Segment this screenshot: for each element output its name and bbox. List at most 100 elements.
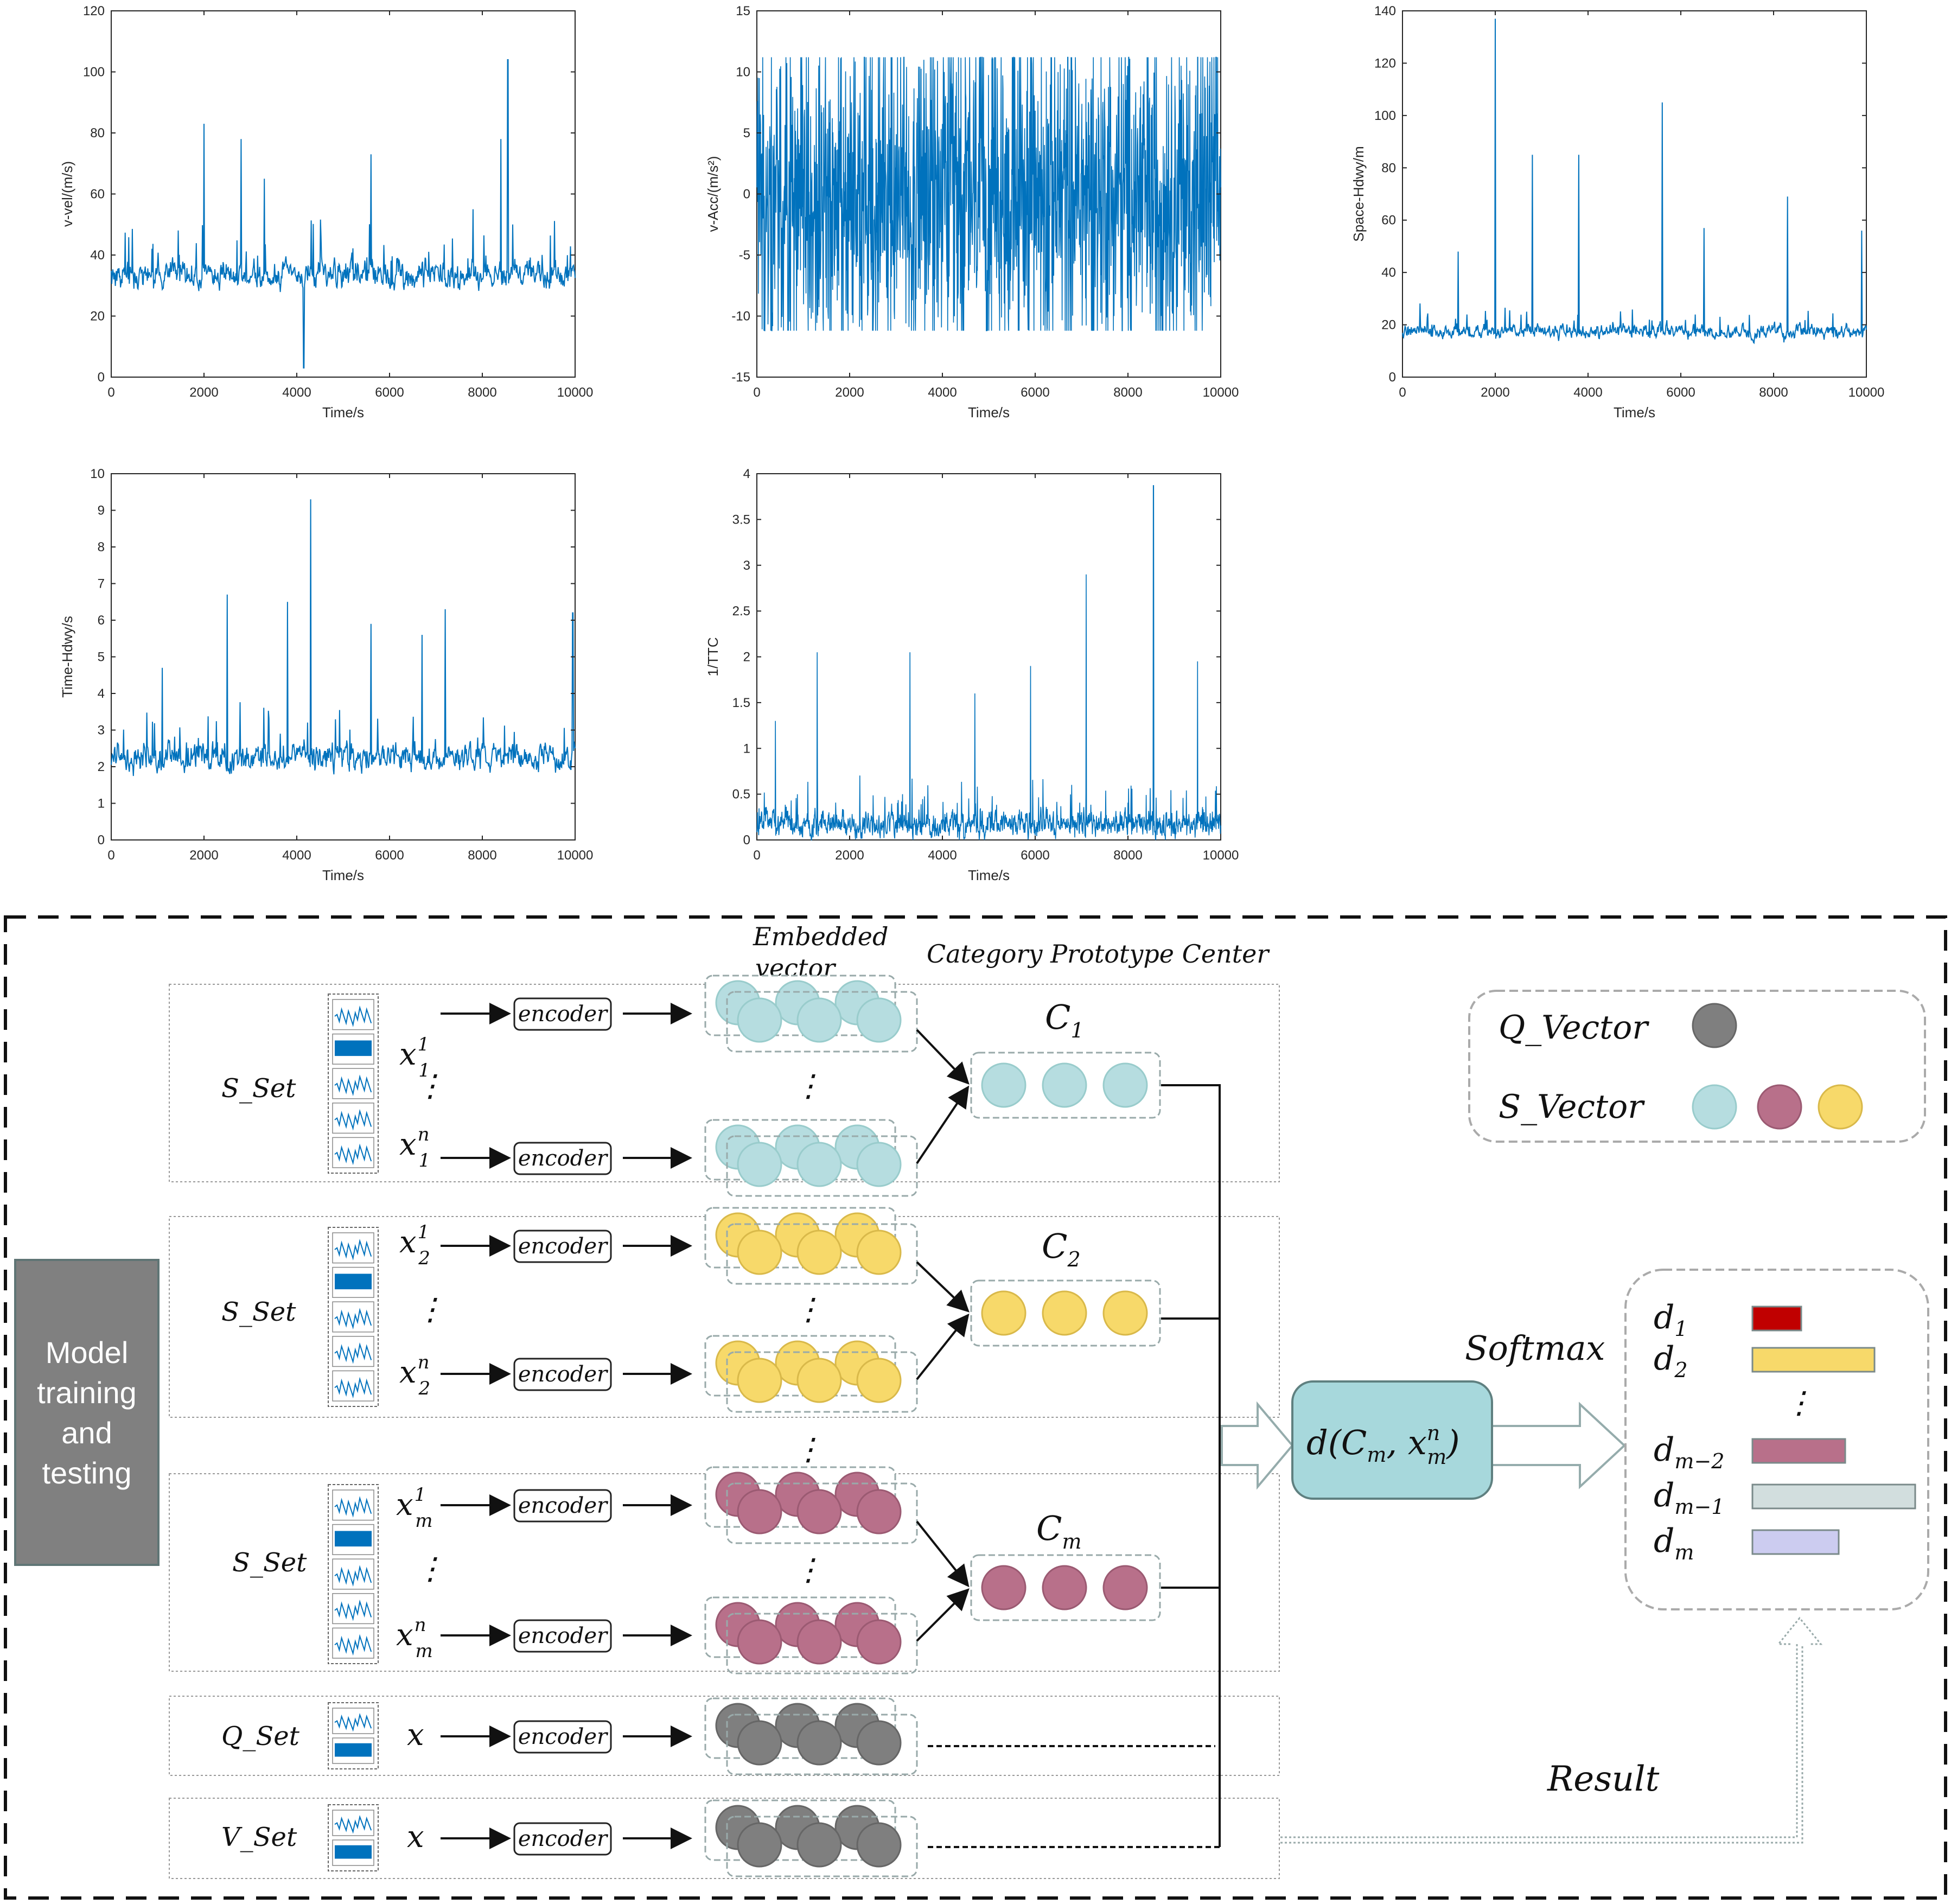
encoder-box <box>513 997 612 1031</box>
encoder-box <box>513 1230 612 1263</box>
y-tick-label: 2 <box>98 760 105 774</box>
x-tick-label: 8000 <box>468 385 496 400</box>
output-label: d1 <box>1654 1298 1688 1341</box>
embedding-dot-front <box>856 1142 902 1187</box>
encoder-label: encoder <box>518 1362 609 1387</box>
legend-s-vector-yellow-swatch <box>1818 1084 1863 1130</box>
data-series-line <box>756 485 1221 840</box>
embedding-dot-front <box>796 1358 842 1403</box>
x-tick-label: 0 <box>753 848 760 863</box>
y-tick-label: 9 <box>98 504 105 518</box>
output-label: dm−2 <box>1654 1431 1724 1473</box>
output-distance-row: dm <box>1654 1522 1840 1564</box>
encoder-box <box>513 1822 612 1856</box>
encoder-label: encoder <box>518 1623 609 1648</box>
y-tick-label: 8 <box>98 540 105 555</box>
x-tick-label: 10000 <box>1203 385 1239 400</box>
embedding-dot-front <box>737 1358 782 1403</box>
embedding-dot-front <box>796 1489 842 1534</box>
center-dot <box>1102 1062 1148 1108</box>
y-tick-label: 5 <box>743 126 750 141</box>
center-dot <box>1042 1565 1087 1610</box>
embedding-dot-front <box>856 1358 902 1403</box>
hollow-arrow-to-softmax <box>1491 1402 1626 1489</box>
embedding-dot-front <box>796 1822 842 1868</box>
embedding-dot-front <box>737 997 782 1043</box>
s-set-panel-3 <box>169 1473 1280 1672</box>
hollow-arrow-to-distance <box>1221 1401 1294 1490</box>
chart-inverse-ttc: 0 2000 4000 6000 8000 10000 0 0.5 1 1.5 2 2.5 3 3.5 4 T… <box>705 467 1239 883</box>
y-tick-label: -10 <box>731 309 750 324</box>
model-training-box: Model training and testing <box>14 1259 160 1566</box>
y-tick-label: 0 <box>98 370 105 385</box>
y-tick-label: 80 <box>90 126 105 141</box>
y-axis-label: 1/TTC <box>705 637 721 676</box>
y-tick-label: -5 <box>739 248 750 263</box>
embedding-front <box>726 1613 918 1674</box>
arrow-to-center <box>916 1313 970 1380</box>
output-label: dm <box>1654 1522 1694 1564</box>
chart-v-acc: 0 2000 4000 6000 8000 10000 -15 -10 -5 0 5 10 15 Time… <box>705 4 1239 421</box>
encoder-row: encoder <box>441 975 918 1053</box>
legend-s-vector-cyan-swatch <box>1692 1084 1737 1130</box>
x-tick-label: 6000 <box>375 848 404 863</box>
y-tick-label: 40 <box>1381 265 1396 280</box>
x-tick-label: 10000 <box>1848 385 1885 400</box>
input-thumbnail <box>328 1804 379 1871</box>
output-distance-row: d2 <box>1654 1340 1876 1382</box>
distance-box <box>1291 1380 1493 1500</box>
y-tick-label: 1 <box>743 741 750 756</box>
y-tick-label: 1 <box>98 797 105 811</box>
x-tick-label: 6000 <box>375 385 404 400</box>
plot-area <box>111 473 576 840</box>
y-tick-label: 4 <box>743 467 750 481</box>
prototype-center <box>916 1261 1161 1380</box>
output-distance-row: dm−1 <box>1654 1476 1916 1519</box>
encoder-row: encoder <box>441 1335 918 1413</box>
x-tick-label: 0 <box>107 385 114 400</box>
input-x11: x1 1 <box>399 1034 430 1081</box>
plot-area <box>111 10 576 378</box>
y-tick-label: 0 <box>98 833 105 848</box>
embedding-dot-front <box>796 1142 842 1187</box>
center-dot <box>1102 1565 1148 1610</box>
center-dot <box>981 1565 1026 1610</box>
output-label: dm−1 <box>1654 1476 1724 1519</box>
y-tick-label: 0.5 <box>732 787 750 802</box>
encoder-row: encoder <box>441 1697 918 1775</box>
chart-time-hdwy: 0 2000 4000 6000 8000 10000 0 1 2 3 4 5 6 7 8 9 10 Time/s… <box>59 467 593 883</box>
embedding-dot-front <box>737 1720 782 1766</box>
ellipsis-embed-2: ⋮ <box>793 1292 824 1327</box>
embedding-front <box>726 1816 918 1877</box>
output-bar <box>1751 1483 1916 1510</box>
embedding-front <box>726 1351 918 1413</box>
encoder-row: encoder <box>441 1119 918 1197</box>
x-tick-label: 2000 <box>835 848 864 863</box>
encoder-row: encoder <box>441 1799 918 1877</box>
distance-formula: d(Cm, xn m) <box>1306 1421 1460 1469</box>
y-tick-label: 0 <box>743 187 750 202</box>
center-c1-label: C1 <box>1045 997 1084 1042</box>
embedding-front <box>726 1714 918 1775</box>
arrow-to-center <box>916 1029 970 1085</box>
encoder-row: encoder <box>441 1596 918 1674</box>
y-tick-label: 10 <box>90 467 105 481</box>
encoder-row: encoder <box>441 1207 918 1285</box>
y-tick-label: 120 <box>1374 56 1396 71</box>
x-tick-label: 2000 <box>189 385 218 400</box>
embedding-dot-front <box>737 1822 782 1868</box>
center-dot <box>1102 1290 1148 1336</box>
outer-dashed-frame <box>4 915 1947 1900</box>
encoder-box <box>513 1142 612 1175</box>
data-series-line <box>756 56 1221 332</box>
encoder-label: encoder <box>518 1146 609 1171</box>
ellipsis-embed-3: ⋮ <box>793 1552 824 1588</box>
encoder-label: encoder <box>518 1234 609 1259</box>
encoder-box <box>513 1720 612 1754</box>
ellipsis-input-2: ⋮ <box>415 1292 445 1327</box>
embedding-front <box>726 1482 918 1544</box>
embedding-dot-front <box>796 1230 842 1275</box>
model-box-line-3: and <box>61 1416 112 1450</box>
input-thumbnail <box>328 1227 379 1407</box>
